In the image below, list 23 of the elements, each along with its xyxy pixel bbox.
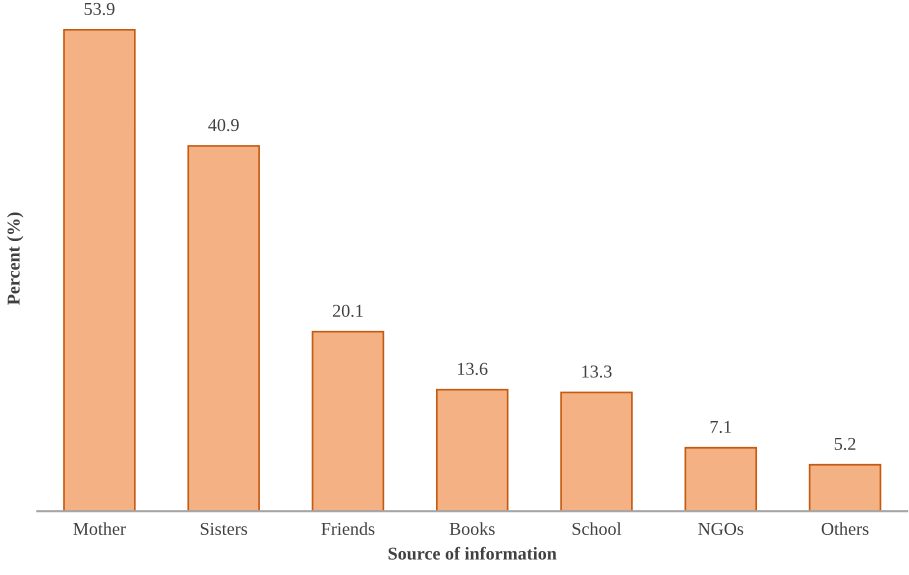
data-label: 40.9 — [208, 118, 239, 132]
data-label: 5.2 — [834, 438, 856, 450]
bar — [684, 446, 758, 512]
data-label: 13.3 — [582, 365, 612, 378]
x-tick-label: Books — [450, 522, 495, 535]
data-label: 20.1 — [332, 304, 363, 317]
x-tick-label: Mother — [73, 522, 126, 535]
bar — [63, 28, 136, 512]
x-tick-label: School — [572, 522, 622, 535]
x-tick-label: Sisters — [200, 522, 248, 535]
x-tick-label: Others — [822, 522, 868, 535]
bar — [312, 330, 384, 512]
x-tick-label: Friends — [321, 522, 374, 535]
data-label: 7.1 — [710, 420, 731, 434]
x-tick-label: NGOs — [698, 522, 744, 535]
bar — [808, 464, 882, 512]
bar — [187, 145, 260, 512]
bar — [436, 388, 508, 512]
x-axis-title: Source of information — [388, 546, 557, 560]
bar — [560, 392, 633, 512]
data-label: 53.9 — [84, 2, 114, 16]
y-axis-title: Percent (%) — [7, 212, 24, 305]
data-label: 13.6 — [458, 362, 488, 376]
